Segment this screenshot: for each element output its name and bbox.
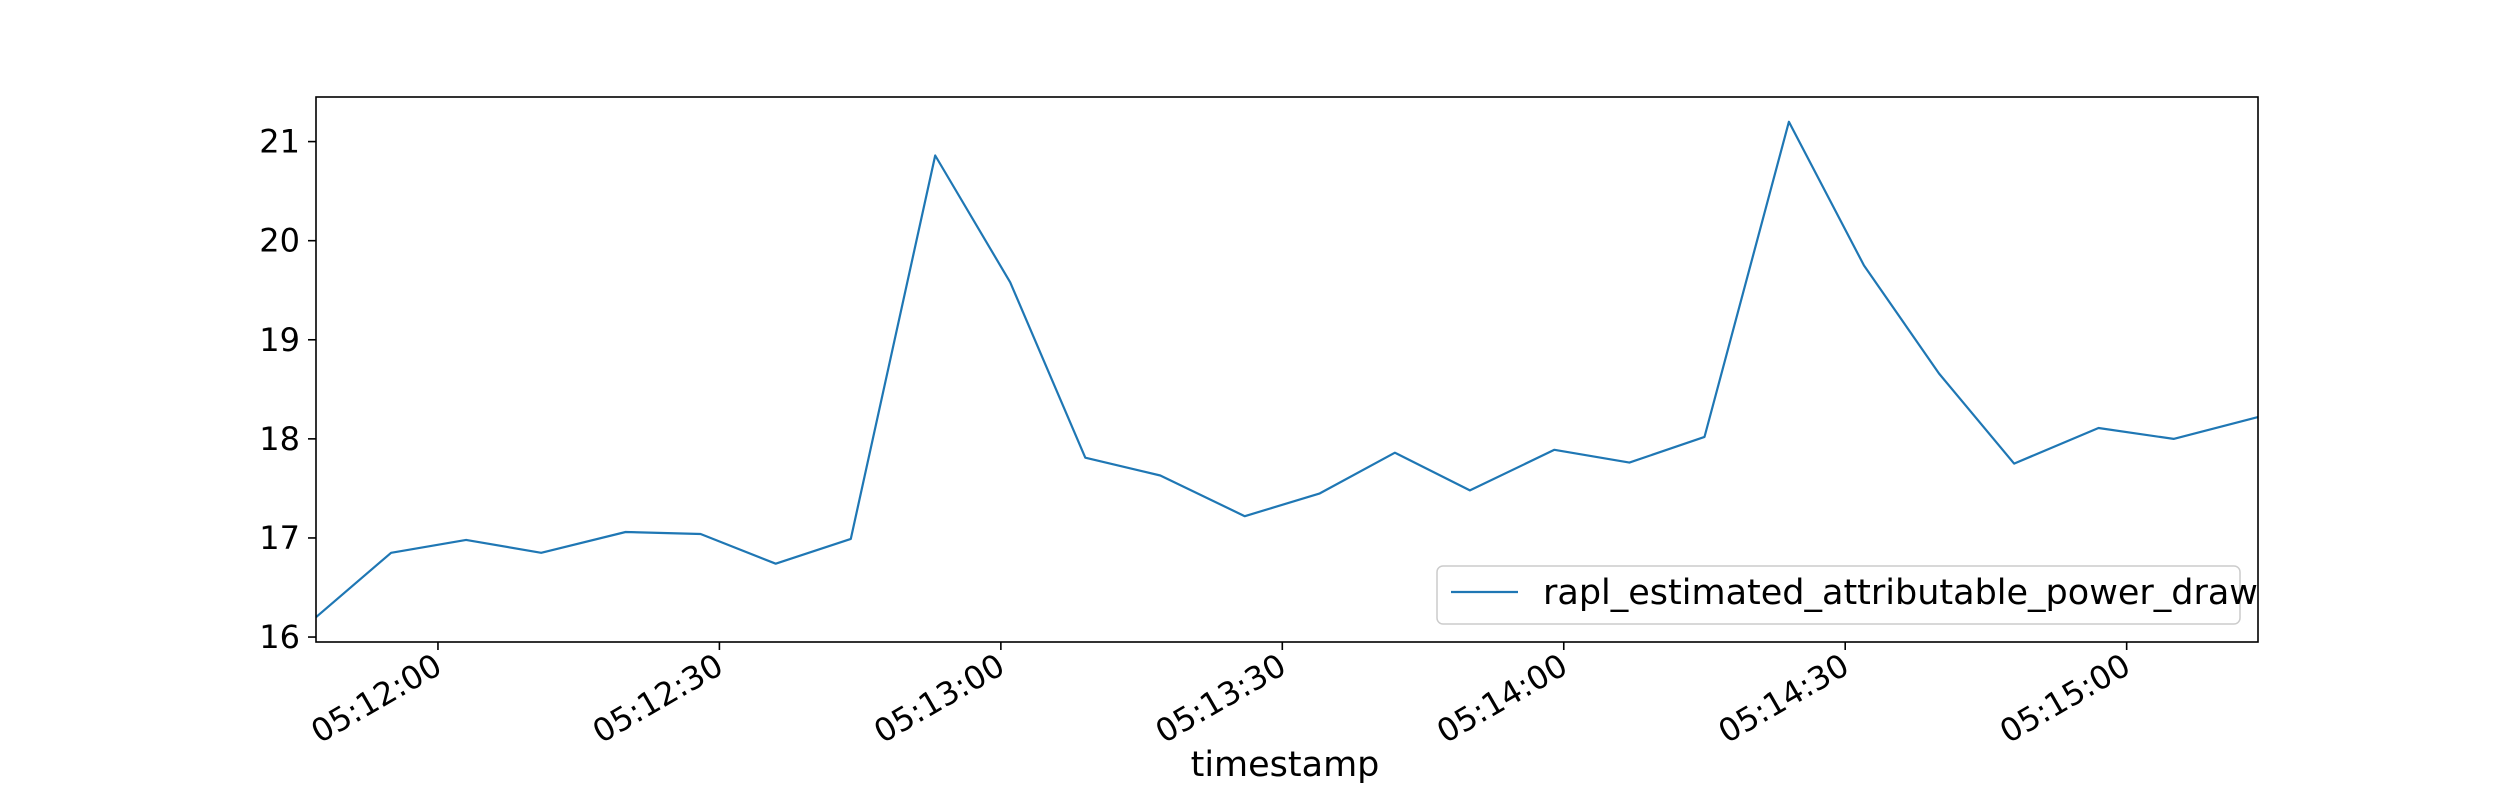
x-tick-label: 05:12:00 [304, 646, 447, 751]
y-axis: 16 17 18 19 20 21 [259, 123, 316, 656]
y-tick-label: 16 [259, 618, 300, 656]
x-tick-label: 05:14:00 [1430, 646, 1573, 751]
x-tick-label: 05:13:00 [867, 646, 1010, 751]
y-tick-label: 19 [259, 321, 300, 359]
y-tick-label: 18 [259, 420, 300, 458]
x-tick-label: 05:13:30 [1149, 646, 1292, 751]
legend-frame [1436, 565, 2241, 625]
series-layer [315, 120, 2259, 619]
x-axis: 05:12:00 05:12:30 05:13:00 05:13:30 05:14:00… [304, 642, 2137, 751]
plot-background [316, 97, 2258, 642]
x-tick-label: 05:14:30 [1712, 646, 1855, 751]
x-tick-label: 05:12:30 [586, 646, 729, 751]
y-tick-label: 20 [259, 222, 300, 260]
plot-frame [315, 96, 2259, 643]
series-line [315, 120, 2259, 619]
x-axis-label: timestamp [1191, 745, 1380, 785]
legend-label: rapl_estimated_attributable_power_draw [1543, 573, 2258, 613]
y-tick-label: 21 [259, 123, 300, 161]
legend: rapl_estimated_attributable_power_draw [1436, 565, 2258, 625]
x-tick-label: 05:15:00 [1993, 646, 2136, 751]
y-tick-label: 17 [259, 519, 300, 557]
